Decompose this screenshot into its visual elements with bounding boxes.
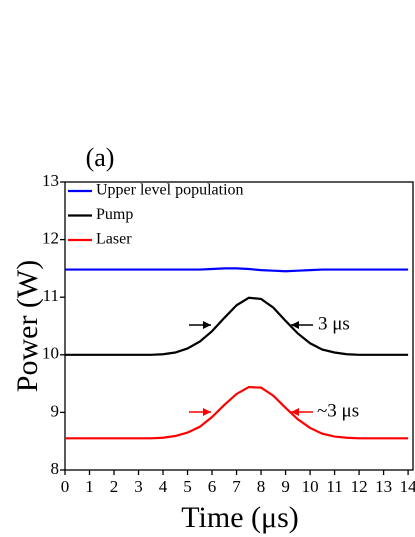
y-tick-label: 9 xyxy=(51,401,60,420)
legend-label: Pump xyxy=(96,206,133,223)
annotation-arrowhead xyxy=(291,321,299,329)
panel-label: (a) xyxy=(86,143,115,172)
x-tick-label: 9 xyxy=(281,477,290,496)
x-tick-label: 13 xyxy=(375,477,392,496)
series-line xyxy=(65,296,409,356)
annotation-arrowhead xyxy=(203,321,211,329)
x-axis-label: Time (μs) xyxy=(181,501,299,534)
x-tick-label: 4 xyxy=(159,477,168,496)
x-tick-label: 5 xyxy=(183,477,192,496)
x-tick-label: 8 xyxy=(257,477,266,496)
legend-label: Upper level population xyxy=(96,182,244,199)
series-line xyxy=(65,267,409,273)
plot-frame xyxy=(64,181,414,471)
x-tick-label: 2 xyxy=(110,477,119,496)
x-tick-label: 7 xyxy=(232,477,241,496)
annotation-arrowhead xyxy=(203,408,211,416)
x-tick-label: 3 xyxy=(134,477,143,496)
x-tick-label: 12 xyxy=(351,477,368,496)
x-tick-label: 6 xyxy=(208,477,217,496)
y-tick-label: 8 xyxy=(51,459,60,478)
x-tick-label: 0 xyxy=(61,477,70,496)
x-tick-label: 1 xyxy=(85,477,94,496)
series-line xyxy=(65,385,409,440)
x-tick-label: 14 xyxy=(400,477,415,496)
y-tick-label: 11 xyxy=(43,286,59,305)
legend-label: Laser xyxy=(96,231,132,248)
annotation: ~3 μs xyxy=(317,400,359,421)
x-tick-label: 10 xyxy=(302,477,319,496)
annotation-arrowhead xyxy=(291,408,299,416)
y-tick-label: 12 xyxy=(42,229,59,248)
y-tick-label: 10 xyxy=(42,344,59,363)
x-tick-label: 11 xyxy=(326,477,342,496)
y-axis-label: Power (W) xyxy=(11,260,44,392)
y-tick-label: 13 xyxy=(42,171,59,190)
annotation: 3 μs xyxy=(318,313,350,334)
